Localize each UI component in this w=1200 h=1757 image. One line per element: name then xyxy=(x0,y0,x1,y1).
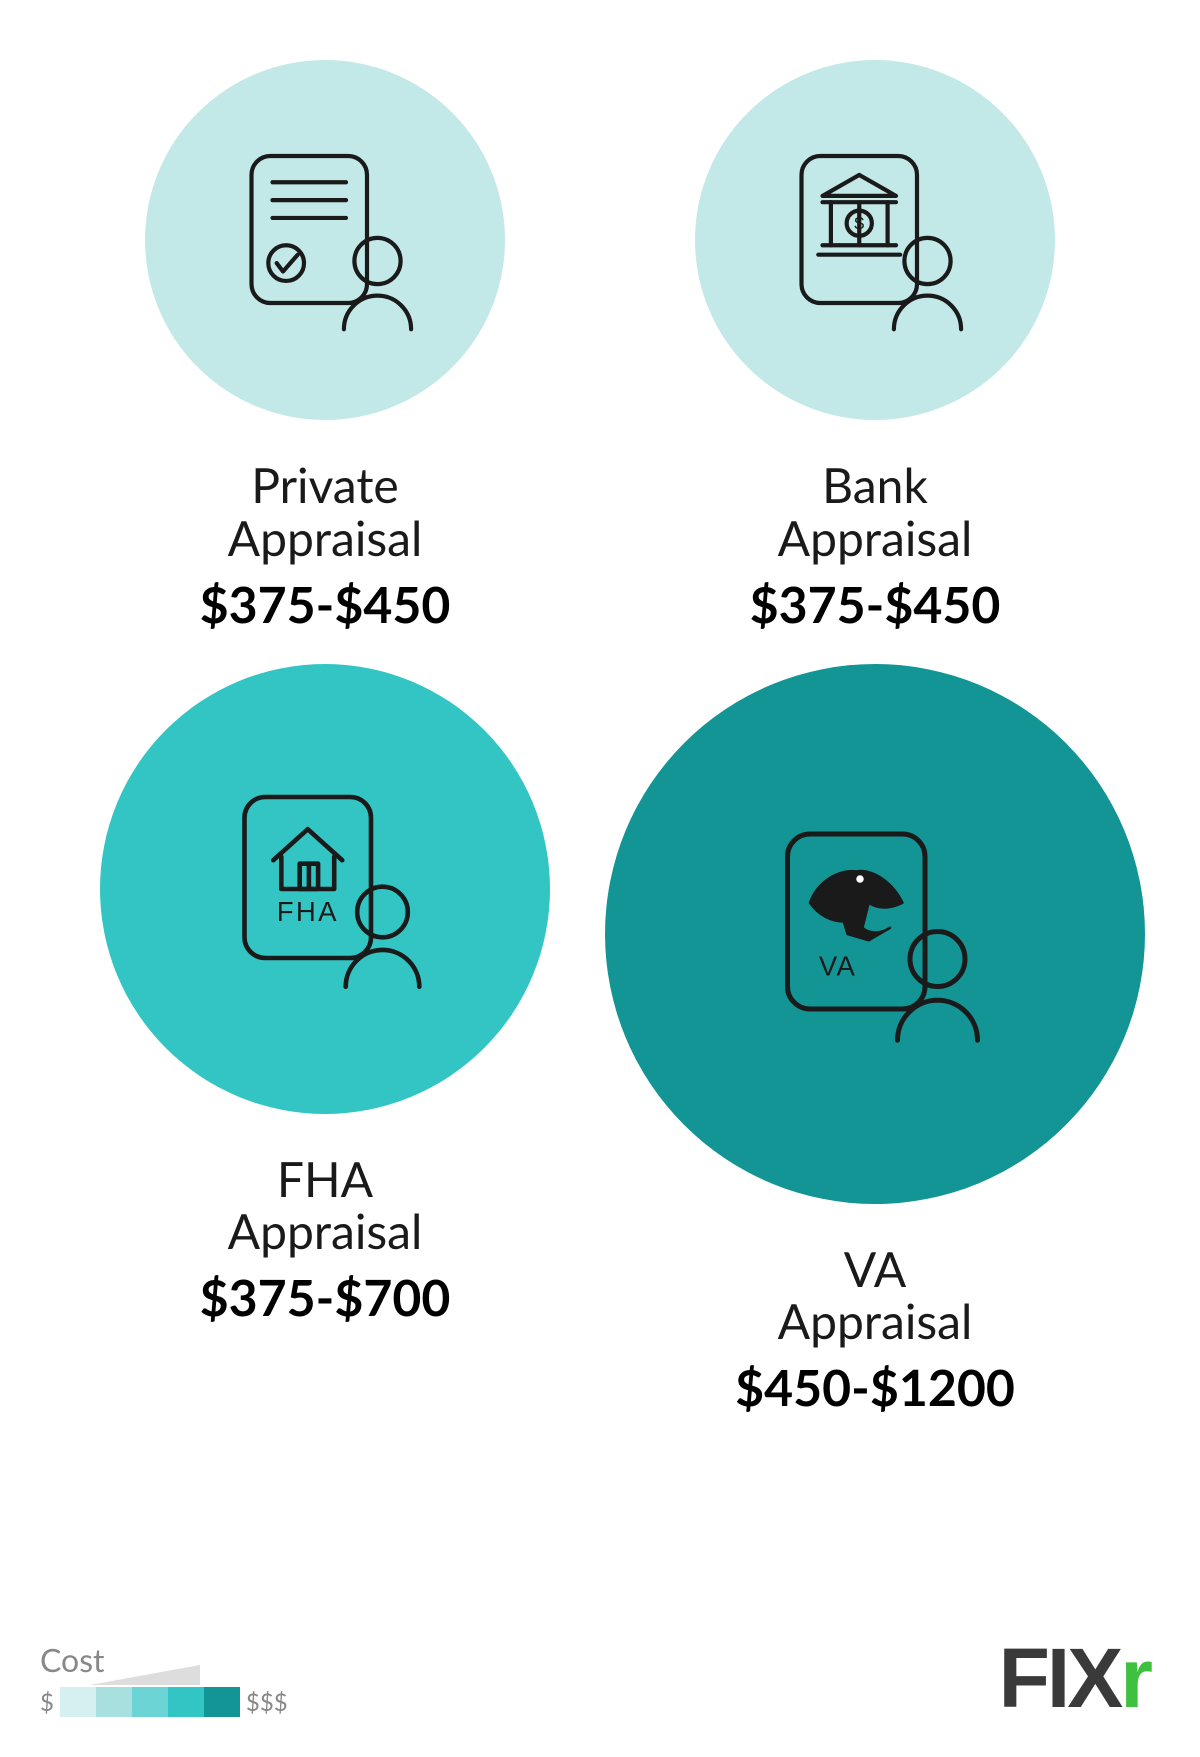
legend-swatch xyxy=(96,1687,132,1717)
svg-text:$: $ xyxy=(854,214,864,234)
legend-swatch xyxy=(204,1687,240,1717)
fixr-logo: FIXr xyxy=(999,1630,1150,1727)
fha-person-icon: FHA xyxy=(210,774,440,1004)
appraisal-grid: Private Appraisal $375-$450 $ Bank Appra… xyxy=(0,0,1200,1417)
legend-swatch xyxy=(168,1687,204,1717)
document-person-icon xyxy=(220,135,430,345)
title-va-2: Appraisal xyxy=(778,1296,973,1349)
price-fha: $375-$700 xyxy=(200,1267,451,1327)
legend-swatch xyxy=(132,1687,168,1717)
legend-wedge xyxy=(90,1665,200,1685)
cell-private: Private Appraisal $375-$450 xyxy=(145,60,505,634)
price-va: $450-$1200 xyxy=(735,1357,1015,1417)
cell-fha: FHA FHA Appraisal $375-$700 xyxy=(100,664,550,1418)
price-private: $375-$450 xyxy=(200,574,451,634)
title-private-1: Private xyxy=(251,460,399,513)
title-bank-2: Appraisal xyxy=(778,513,973,566)
title-fha-1: FHA xyxy=(277,1154,373,1207)
svg-text:FHA: FHA xyxy=(277,896,339,927)
bank-person-icon: $ xyxy=(770,135,980,345)
circle-private xyxy=(145,60,505,420)
cell-va: VA VA Appraisal $450-$1200 xyxy=(605,664,1145,1418)
title-va-1: VA xyxy=(844,1244,906,1297)
title-bank-1: Bank xyxy=(822,460,928,513)
title-fha-2: Appraisal xyxy=(228,1206,423,1259)
cell-bank: $ Bank Appraisal $375-$450 xyxy=(695,60,1055,634)
svg-text:VA: VA xyxy=(819,950,856,981)
legend-low: $ xyxy=(40,1688,54,1717)
va-person-icon: VA xyxy=(750,809,1000,1059)
logo-green: r xyxy=(1120,1631,1150,1725)
circle-va: VA xyxy=(605,664,1145,1204)
title-private-2: Appraisal xyxy=(228,513,423,566)
legend-swatches xyxy=(60,1687,240,1717)
circle-fha: FHA xyxy=(100,664,550,1114)
circle-bank: $ xyxy=(695,60,1055,420)
logo-dark: FIX xyxy=(999,1631,1121,1725)
legend-high: $$$ xyxy=(246,1688,288,1717)
legend-swatch xyxy=(60,1687,96,1717)
price-bank: $375-$450 xyxy=(750,574,1001,634)
